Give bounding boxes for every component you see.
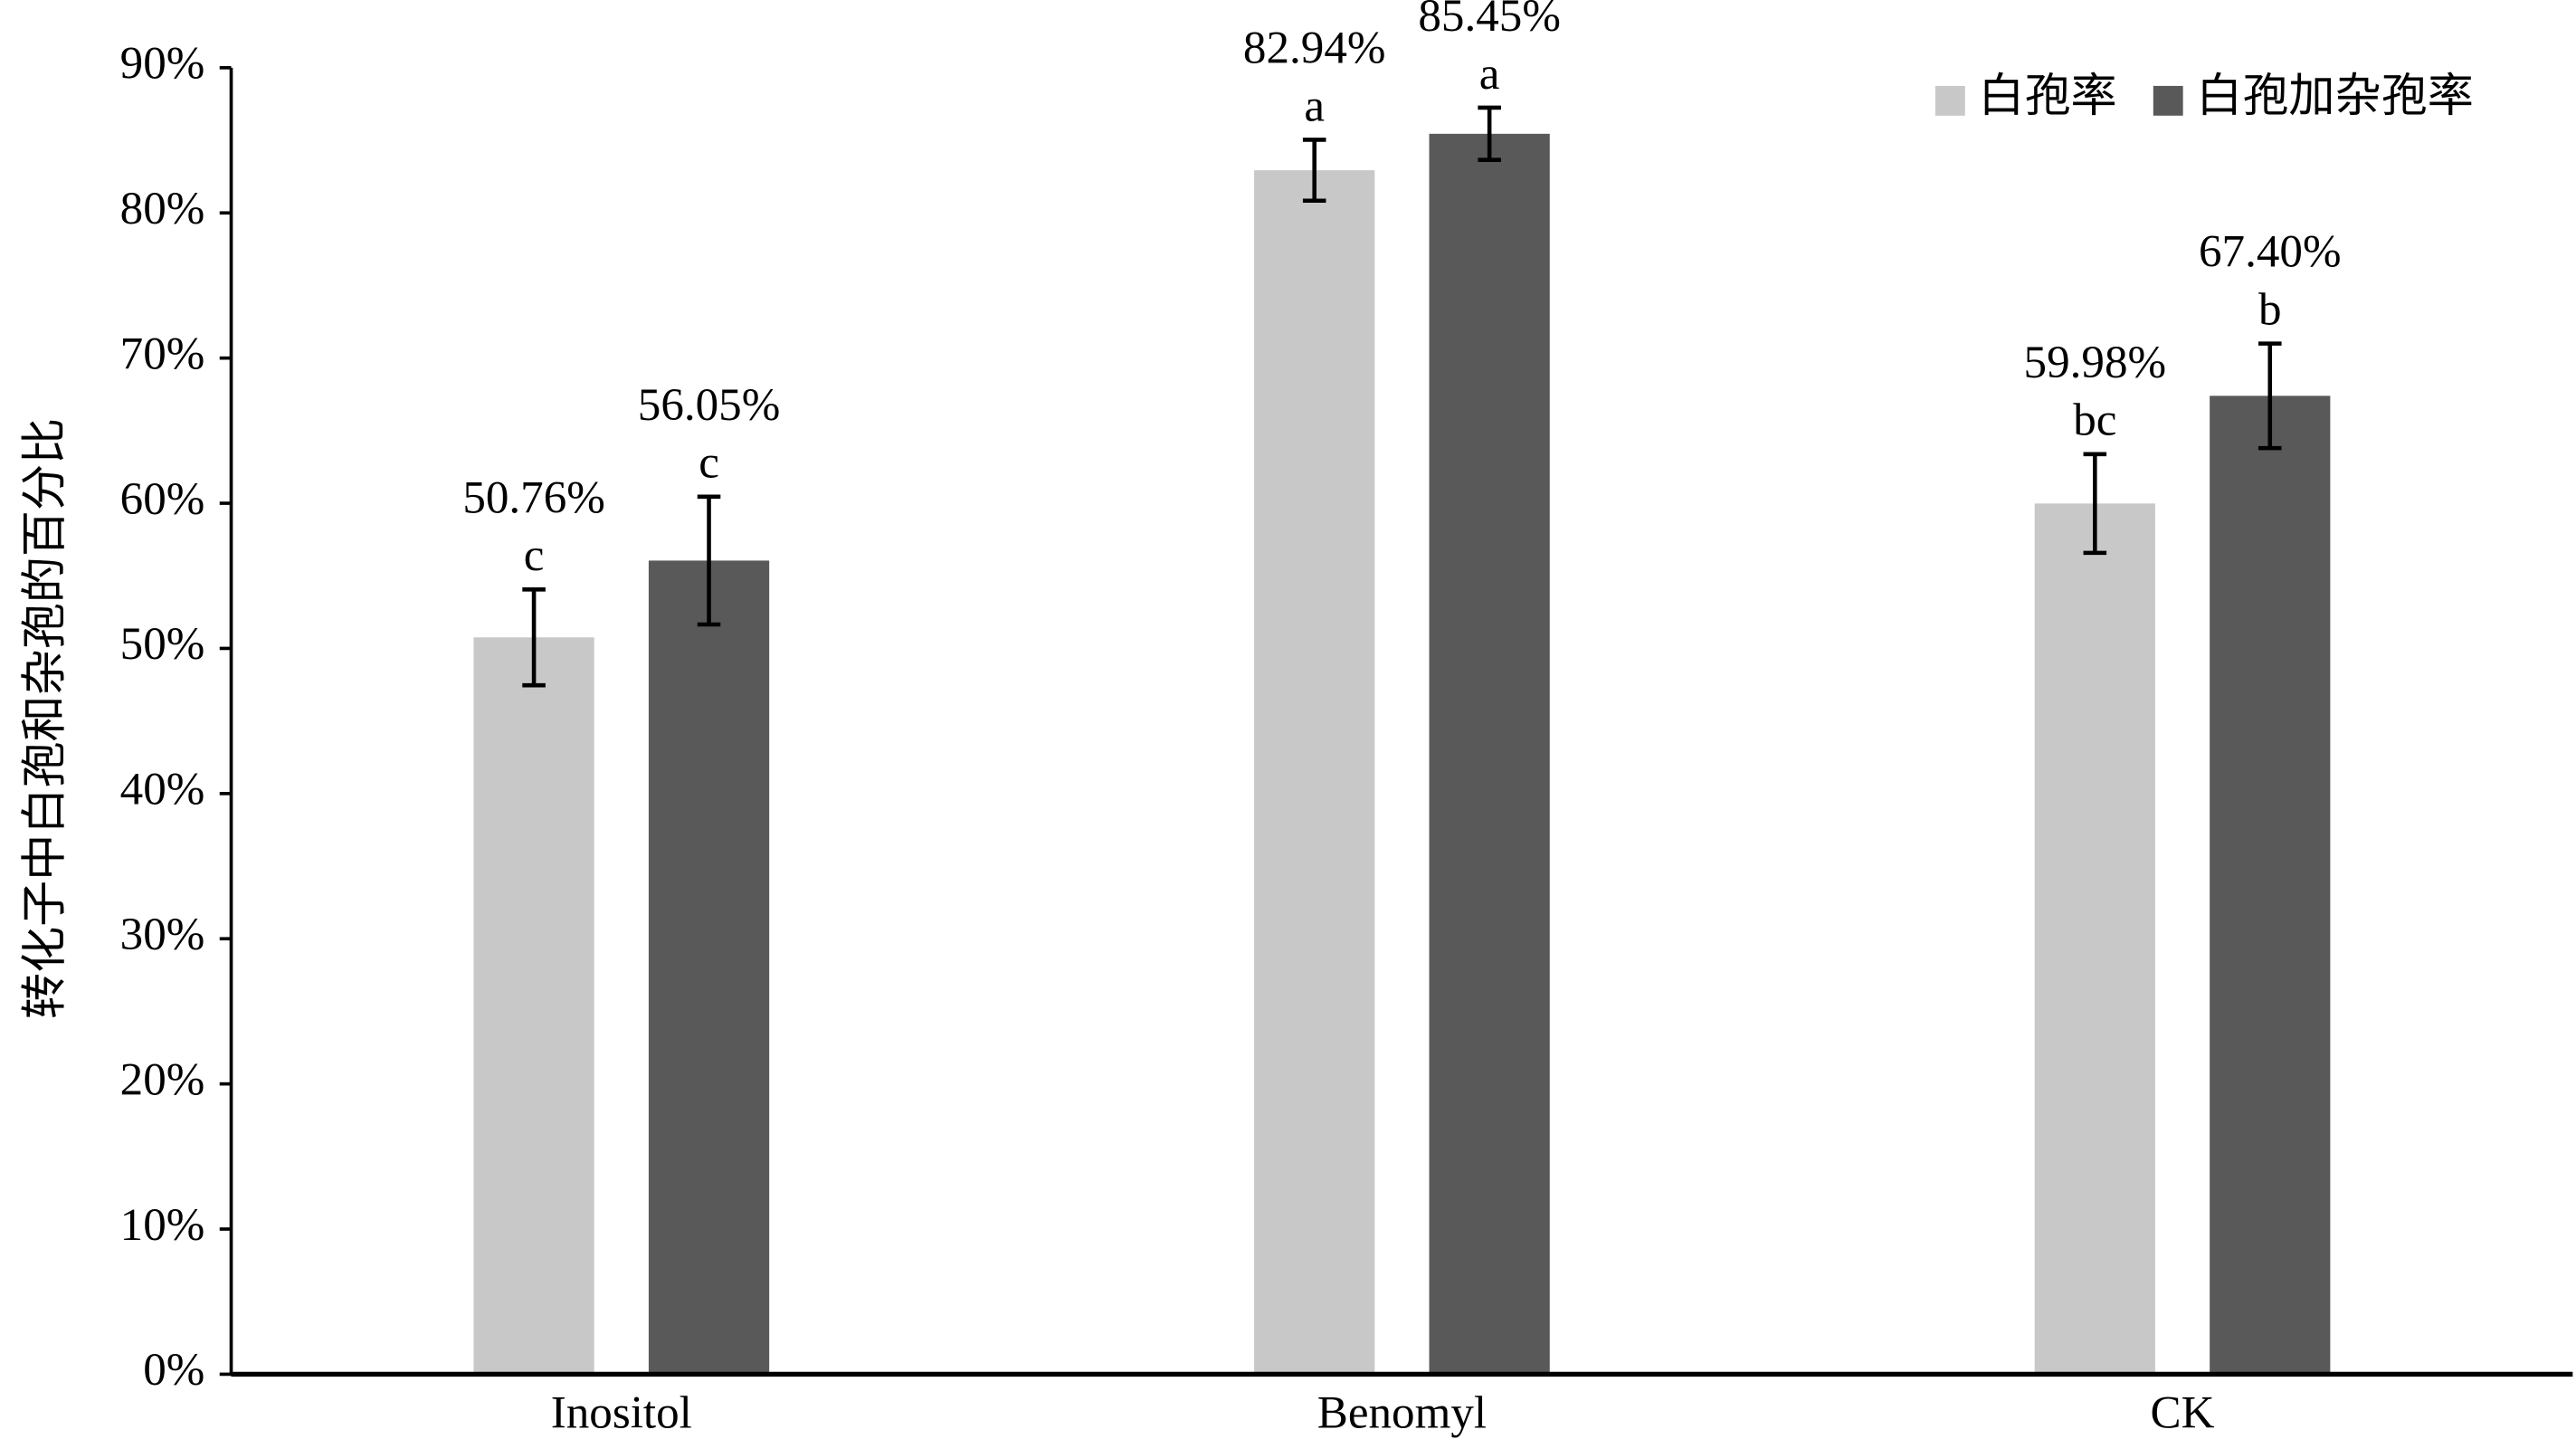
significance-label: a (1304, 80, 1325, 131)
x-tick-label: Benomyl (1317, 1387, 1487, 1439)
bar (473, 637, 594, 1375)
value-label: 82.94% (1243, 22, 1386, 73)
value-label: 56.05% (638, 379, 781, 431)
bar (2034, 503, 2155, 1375)
value-label: 67.40% (2199, 226, 2342, 278)
y-tick-label: 90% (120, 38, 205, 90)
y-tick-label: 20% (120, 1053, 205, 1105)
legend-swatch (1934, 85, 1965, 116)
value-label: 85.45% (1418, 0, 1561, 42)
y-tick-label: 70% (120, 328, 205, 379)
significance-label: c (524, 529, 545, 581)
x-tick-label: Inositol (551, 1387, 692, 1439)
y-tick-label: 80% (120, 183, 205, 234)
y-tick-label: 40% (120, 764, 205, 815)
y-tick-label: 50% (120, 618, 205, 670)
x-tick-label: CK (2151, 1387, 2215, 1439)
y-axis-label: 转化子中白孢和杂孢的百分比 (19, 418, 71, 1019)
bar (648, 560, 770, 1375)
significance-label: c (699, 437, 719, 489)
significance-label: b (2258, 283, 2282, 335)
legend-swatch (2153, 85, 2183, 116)
significance-label: a (1479, 48, 1500, 100)
bar (2210, 395, 2331, 1375)
y-tick-label: 10% (120, 1199, 205, 1251)
y-tick-label: 30% (120, 909, 205, 960)
bar (1429, 133, 1550, 1375)
y-tick-label: 60% (120, 473, 205, 525)
value-label: 50.76% (462, 472, 605, 523)
y-tick-label: 0% (143, 1344, 204, 1396)
bar (1254, 170, 1375, 1375)
legend-label: 白孢加杂孢率 (2196, 71, 2474, 122)
legend-label: 白孢率 (1978, 71, 2116, 122)
significance-label: bc (2073, 395, 2116, 446)
value-label: 59.98% (2024, 337, 2167, 388)
